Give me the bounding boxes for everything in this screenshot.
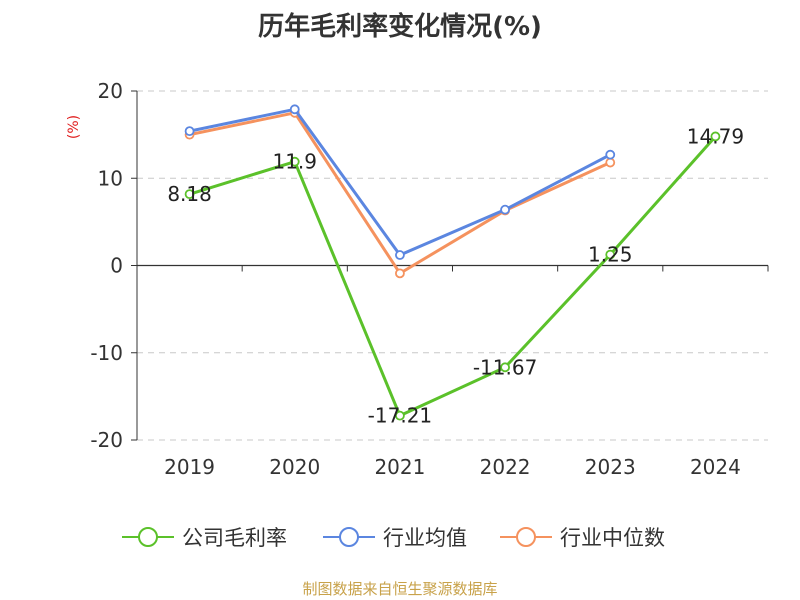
legend-label: 公司毛利率 bbox=[182, 526, 287, 550]
x-tick-label: 2024 bbox=[690, 455, 741, 479]
data-point bbox=[289, 156, 300, 167]
data-point bbox=[395, 268, 405, 279]
legend-label: 行业均值 bbox=[383, 526, 467, 550]
series-line bbox=[189, 135, 717, 418]
x-tick-label: 2021 bbox=[374, 455, 425, 479]
data-label: 1.25 bbox=[588, 243, 633, 267]
data-point bbox=[500, 362, 510, 373]
data-point bbox=[184, 126, 195, 137]
data-label: 8.18 bbox=[167, 182, 212, 206]
x-tick-label: 2020 bbox=[269, 455, 320, 479]
legend-marker bbox=[138, 527, 158, 547]
x-tick-label: 2022 bbox=[480, 455, 531, 479]
y-tick-label: -10 bbox=[90, 341, 123, 365]
axes: 20 10 0 -10 -20 2019 2020 2021 2022 2023 2024 bbox=[90, 79, 769, 479]
legend-marker bbox=[516, 527, 536, 547]
legend: 公司毛利率 行业均值 行业中位数 bbox=[122, 526, 665, 550]
data-label: -17.21 bbox=[368, 404, 432, 428]
data-label: 11.9 bbox=[272, 150, 317, 174]
y-tick-label: 10 bbox=[98, 166, 123, 190]
data-label: 14.79 bbox=[687, 124, 744, 148]
source-note: 制图数据来自恒生聚源数据库 bbox=[302, 580, 498, 598]
data-point bbox=[395, 250, 405, 260]
y-tick-label: 20 bbox=[98, 79, 123, 103]
x-tick-label: 2019 bbox=[164, 455, 215, 479]
y-tick-label: 0 bbox=[110, 254, 123, 278]
series-line bbox=[189, 111, 611, 275]
data-point bbox=[605, 157, 616, 168]
data-point bbox=[710, 131, 721, 142]
y-axis-label: (%) bbox=[66, 115, 82, 139]
series-line bbox=[189, 107, 611, 257]
chart-title: 历年毛利率变化情况(%) bbox=[258, 12, 542, 42]
data-point bbox=[500, 204, 510, 215]
y-tick-label: -20 bbox=[90, 428, 123, 452]
data-point bbox=[605, 249, 616, 260]
x-tick-label: 2023 bbox=[585, 455, 636, 479]
data-point bbox=[605, 149, 616, 160]
series-lines bbox=[184, 104, 721, 421]
legend-marker bbox=[339, 527, 359, 547]
data-point bbox=[184, 189, 195, 200]
data-point bbox=[289, 104, 300, 115]
data-labels: 8.18 11.9 -17.21 -11.67 1.25 14.79 bbox=[167, 124, 744, 427]
data-label: -11.67 bbox=[473, 355, 537, 379]
data-point bbox=[395, 410, 405, 421]
legend-label: 行业中位数 bbox=[560, 526, 665, 550]
